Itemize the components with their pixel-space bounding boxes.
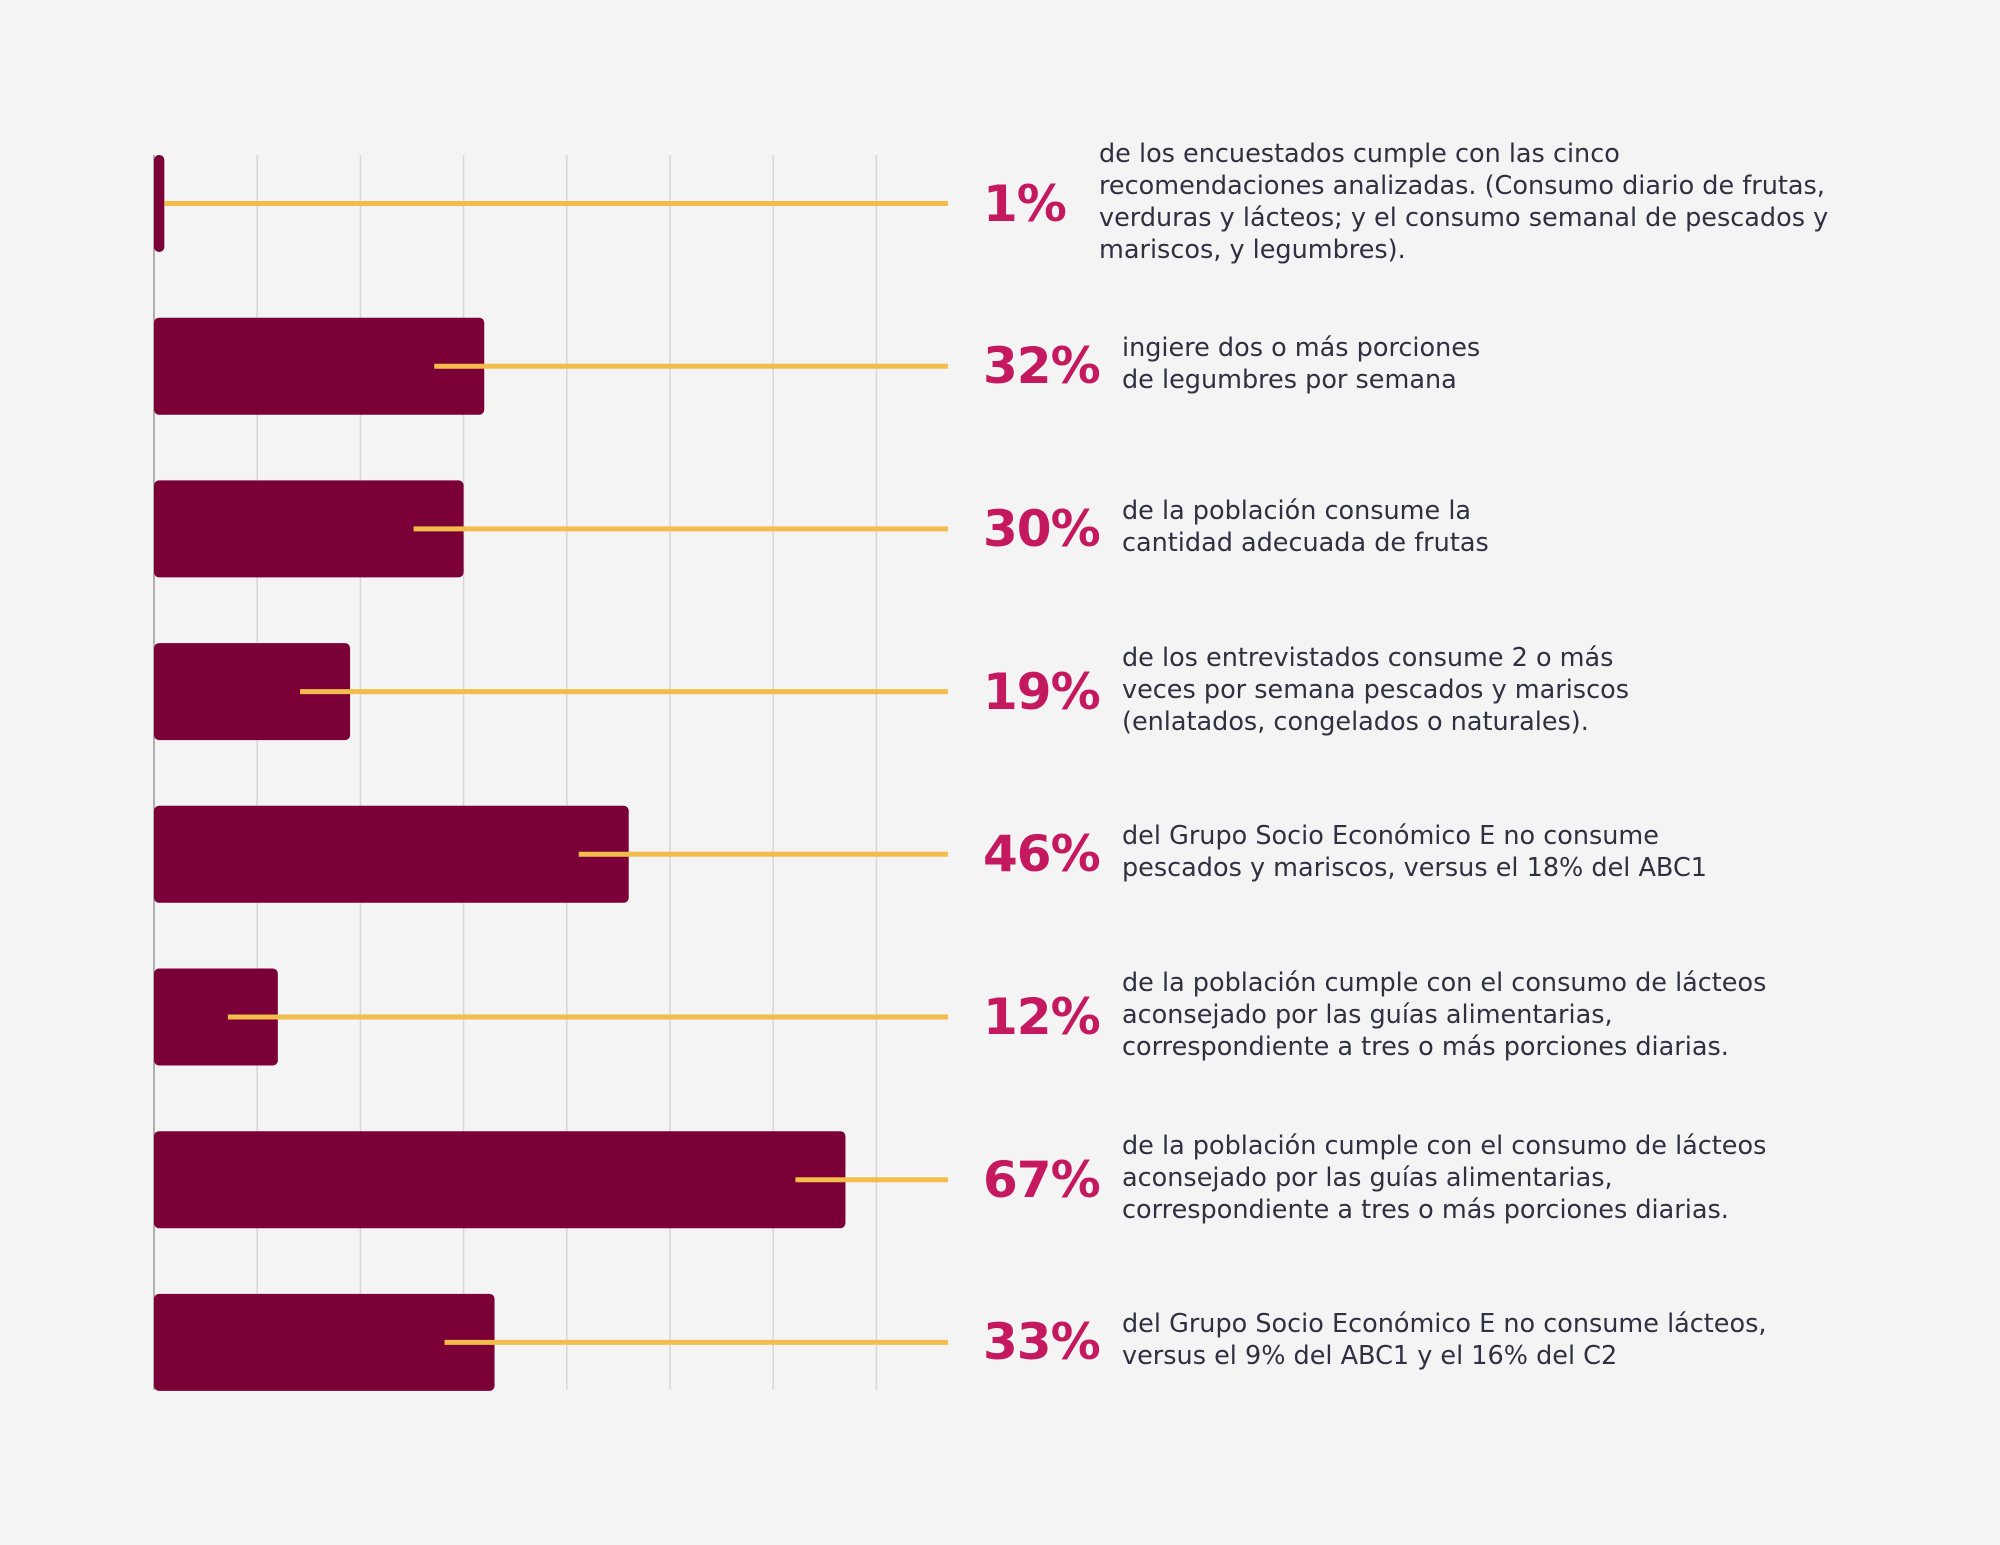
description-line: verduras y lácteos; y el consumo semanal… bbox=[1099, 202, 1829, 233]
description-line: del Grupo Socio Económico E no consume bbox=[1122, 821, 1659, 852]
description-text: del Grupo Socio Económico E no consume pe… bbox=[1122, 820, 1707, 884]
description-line: pescados y mariscos, versus el 18% del A… bbox=[1122, 853, 1707, 884]
description-line: aconsejado por las guías alimentarias, bbox=[1122, 1162, 1613, 1193]
bar bbox=[154, 805, 629, 903]
percent-label: 1% bbox=[983, 174, 1067, 233]
description-line: veces por semana pescados y mariscos bbox=[1122, 674, 1629, 705]
percent-label: 32% bbox=[983, 337, 1101, 396]
description-text: de la población cumple con el consumo de… bbox=[1122, 1130, 1766, 1226]
description-line: mariscos, y legumbres). bbox=[1099, 234, 1406, 265]
percent-label: 33% bbox=[983, 1313, 1101, 1372]
description-text: de los entrevistados consume 2 o más vece… bbox=[1122, 642, 1629, 738]
description-text: ingiere dos o más porciones de legumbres … bbox=[1122, 332, 1480, 396]
description-line: ingiere dos o más porciones bbox=[1122, 333, 1481, 364]
percent-label: 12% bbox=[983, 988, 1101, 1046]
bar bbox=[154, 480, 464, 578]
description-line: (enlatados, congelados o naturales). bbox=[1122, 706, 1589, 737]
description-text: del Grupo Socio Económico E no consume l… bbox=[1122, 1308, 1766, 1372]
percent-label: 30% bbox=[983, 499, 1101, 558]
description-line: de los entrevistados consume 2 o más bbox=[1122, 642, 1614, 673]
description-line: recomendaciones analizadas. (Consumo dia… bbox=[1099, 170, 1825, 201]
description-text: de la población cumple con el consumo de… bbox=[1122, 967, 1766, 1063]
percent-label: 67% bbox=[983, 1150, 1101, 1209]
bar bbox=[154, 1131, 846, 1229]
bar bbox=[154, 1293, 495, 1391]
description-line: aconsejado por las guías alimentarias, bbox=[1122, 1000, 1613, 1030]
description-line: de legumbres por semana bbox=[1122, 365, 1457, 396]
percent-label: 46% bbox=[983, 825, 1101, 884]
bar bbox=[154, 968, 278, 1066]
description-line: correspondiente a tres o más porciones d… bbox=[1122, 1194, 1729, 1225]
description-text: de la población consume la cantidad adecu… bbox=[1122, 495, 1489, 559]
description-line: correspondiente a tres o más porciones d… bbox=[1122, 1032, 1729, 1062]
description-line: de la población cumple con el consumo de… bbox=[1122, 1130, 1767, 1161]
description-text: de los encuestados cumple con las cinco r… bbox=[1099, 138, 1828, 266]
description-line: versus el 9% del ABC1 y el 16% del C2 bbox=[1122, 1341, 1618, 1372]
description-line: de la población cumple con el consumo de… bbox=[1122, 968, 1767, 998]
description-line: de los encuestados cumple con las cinco bbox=[1099, 138, 1620, 169]
percent-label: 19% bbox=[983, 662, 1101, 721]
bar bbox=[154, 643, 351, 741]
description-line: de la población consume la bbox=[1122, 495, 1472, 526]
description-line: del Grupo Socio Económico E no consume l… bbox=[1122, 1309, 1767, 1340]
description-line: cantidad adecuada de frutas bbox=[1122, 527, 1489, 558]
bar bbox=[154, 155, 165, 252]
bar bbox=[154, 317, 485, 415]
